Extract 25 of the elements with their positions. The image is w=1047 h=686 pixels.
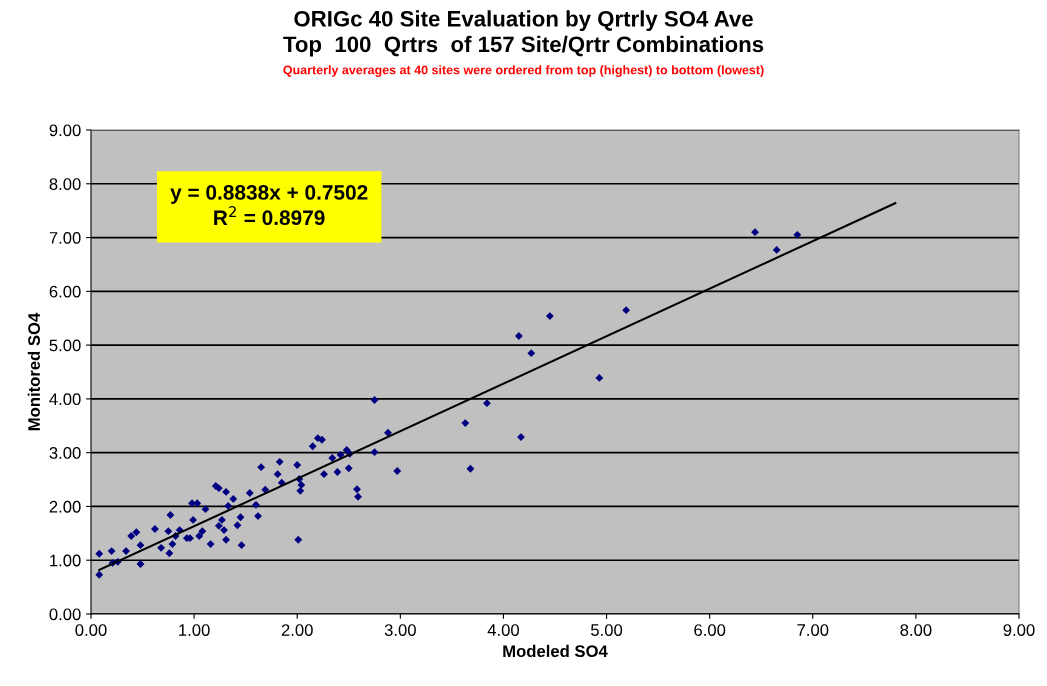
y-tick-label: 6.00 xyxy=(49,285,81,298)
x-axis-title: Modeled SO4 xyxy=(503,644,608,658)
y-tick-label: 3.00 xyxy=(49,447,81,459)
y-tick-label: 9.00 xyxy=(49,124,81,137)
x-tick-label: 6.00 xyxy=(694,624,726,636)
y-tick-label: 4.00 xyxy=(49,393,81,406)
y-tick-label: 0.00 xyxy=(49,608,81,621)
x-tick-label: 4.00 xyxy=(487,624,520,636)
y-tick-label: 7.00 xyxy=(49,231,81,244)
chart-subtitle: Quarterly averages at 40 sites were ordered from top (highest) to bottom (lowest) xyxy=(283,65,764,77)
x-tick-label: 9.00 xyxy=(1003,624,1035,636)
x-tick-label: 8.00 xyxy=(900,624,932,636)
x-tick-label: 1.00 xyxy=(179,624,210,636)
x-tick-label: 3.00 xyxy=(384,624,416,636)
annotation: y = 0.8838x + 0.7502 R$^{2}$ = 0.8979 xyxy=(170,185,368,226)
y-tick-label: 8.00 xyxy=(49,178,81,190)
y-tick-label: 2.00 xyxy=(49,500,81,513)
x-tick-label: 2.00 xyxy=(281,624,313,636)
y-tick-label: 1.00 xyxy=(50,554,81,567)
x-tick-label: 0.00 xyxy=(75,624,107,636)
x-tick-label: 5.00 xyxy=(591,624,623,636)
y-tick-label: 5.00 xyxy=(49,339,81,352)
x-tick-label: 7.00 xyxy=(797,624,829,636)
chart-title: ORIGc 40 Site Evaluation by Qrtrly SO4 Ave Top 100 Qrtrs of 157 Site/Qrtr Combinations xyxy=(283,10,764,57)
y-axis-title: Monitored SO4 xyxy=(27,312,40,431)
